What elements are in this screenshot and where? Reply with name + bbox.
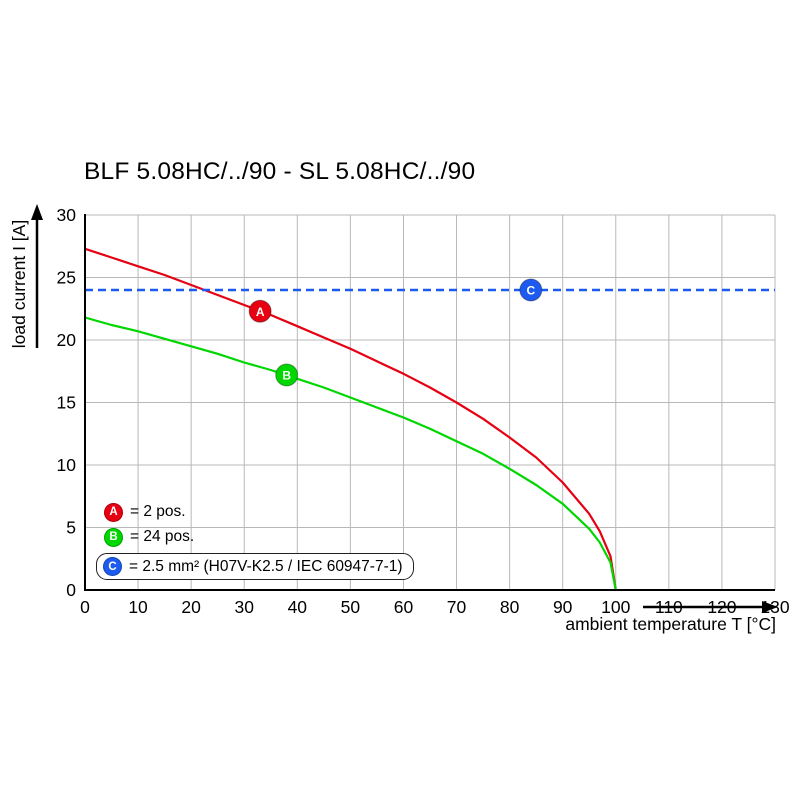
x-tick-label: 40 [288,597,308,617]
x-tick-label: 50 [341,597,361,617]
series-b-label: = 24 pos. [130,528,195,545]
x-tick-label: 90 [553,597,573,617]
series-b-badge: B [104,527,123,547]
legend-item-a: A = 2 pos. [104,501,414,523]
series-c-badge: C [103,557,122,576]
legend-item-b: B = 24 pos. [104,526,414,548]
curve-A [84,247,617,591]
marker-letter-B: B [282,369,291,383]
x-tick-label: 10 [128,597,148,617]
series-a-label: = 2 pos. [130,503,186,520]
chart-title: BLF 5.08HC/../90 - SL 5.08HC/../90 [84,158,476,185]
marker-C [519,278,543,302]
y-tick-label: 0 [66,580,76,600]
y-tick-label: 15 [57,393,76,413]
x-axis-arrow-head [762,601,778,613]
x-tick-label: 30 [234,597,254,617]
legend: A = 2 pos. B = 24 pos. C = 2.5 mm² (H07V… [96,501,414,580]
x-tick-label: 60 [394,597,414,617]
y-tick-label: 20 [57,330,77,350]
marker-letter-C: C [527,284,536,298]
x-tick-label: 100 [601,597,630,617]
y-tick-label: 5 [66,518,76,538]
series-a-badge: A [104,502,123,522]
y-tick-label: 10 [57,455,77,475]
x-tick-label: 20 [181,597,201,617]
x-tick-label: 0 [80,597,90,617]
y-axis-arrow-head [31,204,43,220]
x-tick-label: 80 [500,597,520,617]
legend-item-c: C = 2.5 mm² (H07V-K2.5 / IEC 60947-7-1) [96,553,414,580]
curve-B [84,316,617,591]
marker-B [275,363,299,387]
series-c-label: = 2.5 mm² (H07V-K2.5 / IEC 60947-7-1) [129,557,403,575]
y-tick-label: 25 [57,268,76,288]
marker-letter-A: A [256,305,265,319]
marker-A [248,299,272,323]
y-tick-label: 30 [57,205,77,225]
x-axis-label: ambient temperature T [°C] [565,614,776,634]
x-tick-label: 70 [447,597,467,617]
